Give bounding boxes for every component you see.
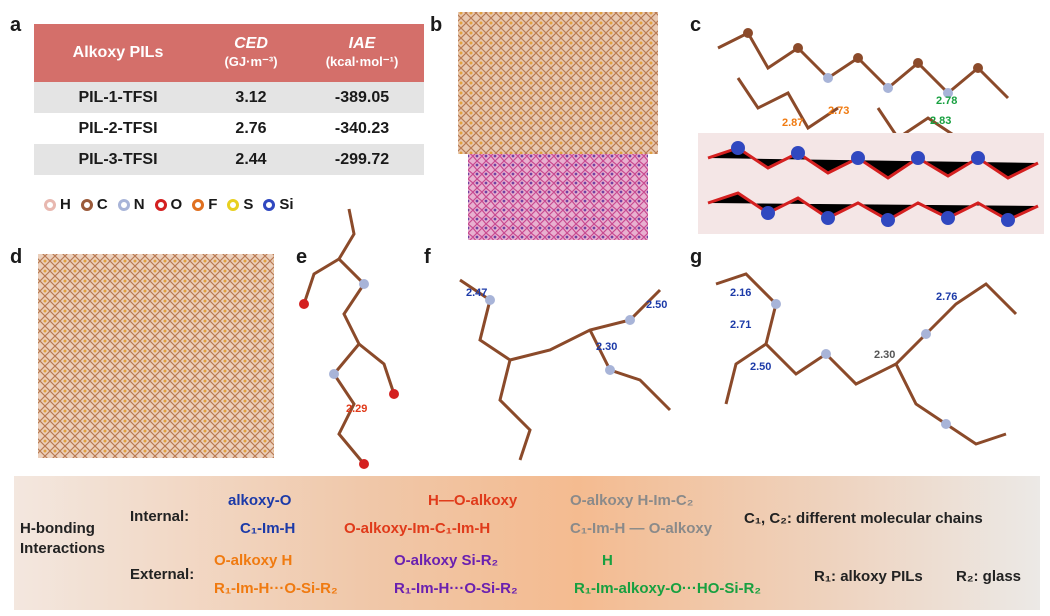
- table-row: PIL-1-TFSI 3.12 -389.05: [34, 82, 424, 113]
- external-2-bottom: R₁-Im-H···O-Si-R₂: [394, 580, 518, 597]
- distance-label: 2.30: [874, 349, 895, 361]
- panel-label-g: g: [690, 246, 703, 268]
- panel-d-bulk-box: [38, 254, 274, 458]
- legend-item-h: H: [44, 196, 71, 213]
- external-1-top: O-alkoxy H: [214, 552, 293, 569]
- internal-note: C₁, C₂: different molecular chains: [744, 510, 983, 527]
- external-note-2: R₂: glass: [956, 568, 1022, 585]
- legend-item-o: O: [154, 196, 182, 213]
- internal-2-top: H—O-alkoxy: [428, 492, 518, 509]
- legend-item-s: S: [227, 196, 253, 213]
- external-3-top: H: [602, 552, 613, 569]
- legend-item-c: C: [80, 196, 108, 213]
- distance-label: 2.73: [828, 105, 849, 117]
- internal-1-bottom: C₁-Im-H: [240, 520, 296, 537]
- panel-b-simulation-box: [458, 12, 658, 240]
- h-bonding-label: H-bonding: [20, 520, 95, 537]
- table-row: PIL-3-TFSI 2.44 -299.72: [34, 144, 424, 175]
- panel-f-structure: 2.47 2.30 2.50: [459, 278, 672, 461]
- distance-label: 2.71: [730, 319, 751, 331]
- distance-label: 2.16: [730, 287, 751, 299]
- panel-label-e: e: [296, 246, 308, 268]
- distance-label: 2.76: [936, 291, 957, 303]
- distance-label: 2.50: [646, 299, 667, 311]
- panel-c-interface: 2.87 2.73 2.78 2.83: [698, 28, 1044, 234]
- header-alkoxy-pils: Alkoxy PILs: [72, 44, 164, 61]
- panel-label-f: f: [424, 246, 431, 268]
- distance-label: 2.78: [936, 95, 957, 107]
- distance-label: 2.87: [782, 117, 803, 129]
- panel-label-d: d: [10, 246, 23, 268]
- external-3-bottom: R₁-Im-alkoxy-O···HO-Si-R₂: [574, 580, 762, 597]
- h-bonding-panel: H-bonding Interactions Internal: Externa…: [14, 476, 1040, 610]
- internal-1-top: alkoxy-O: [228, 492, 292, 509]
- atom-legend: H C N O F S Si: [44, 196, 294, 213]
- internal-3-bottom: C₁-Im-H — O-alkoxy: [570, 520, 713, 537]
- legend-item-n: N: [117, 196, 145, 213]
- interactions-label: Interactions: [20, 540, 106, 557]
- distance-label: 2.47: [466, 287, 487, 299]
- external-1-bottom: R₁-Im-H···O-Si-R₂: [214, 580, 338, 597]
- header-iae: IAE (kcal·mol⁻¹): [325, 35, 399, 69]
- distance-label: 2.29: [346, 403, 367, 415]
- panel-label-a: a: [10, 14, 22, 36]
- energy-table: Alkoxy PILs CED (GJ·m⁻³) IAE (kcal·mol⁻¹…: [34, 24, 424, 175]
- internal-2-bottom: O-alkoxy-Im-C₁-Im-H: [344, 520, 491, 537]
- distance-label: 2.83: [930, 115, 951, 127]
- header-ced: CED (GJ·m⁻³): [224, 35, 278, 69]
- panel-g-structure: 2.16 2.71 2.50 2.76 2.30: [715, 272, 1018, 446]
- external-label: External:: [130, 566, 195, 583]
- table-header: Alkoxy PILs CED (GJ·m⁻³) IAE (kcal·mol⁻¹…: [34, 24, 424, 82]
- panel-e-structure: 2.29: [299, 208, 399, 469]
- internal-3-top: O-alkoxy H-Im-C₂: [570, 492, 694, 509]
- external-2-top: O-alkoxy Si-R₂: [394, 552, 499, 569]
- distance-label: 2.30: [596, 341, 617, 353]
- panel-label-c: c: [690, 14, 702, 36]
- internal-label: Internal:: [130, 508, 190, 525]
- external-note-1: R₁: alkoxy PILs: [814, 568, 923, 585]
- legend-item-si: Si: [263, 196, 294, 213]
- table-row: PIL-2-TFSI 2.76 -340.23: [78, 119, 390, 137]
- distance-label: 2.50: [750, 361, 771, 373]
- legend-item-f: F: [192, 196, 217, 213]
- panel-label-b: b: [430, 14, 443, 36]
